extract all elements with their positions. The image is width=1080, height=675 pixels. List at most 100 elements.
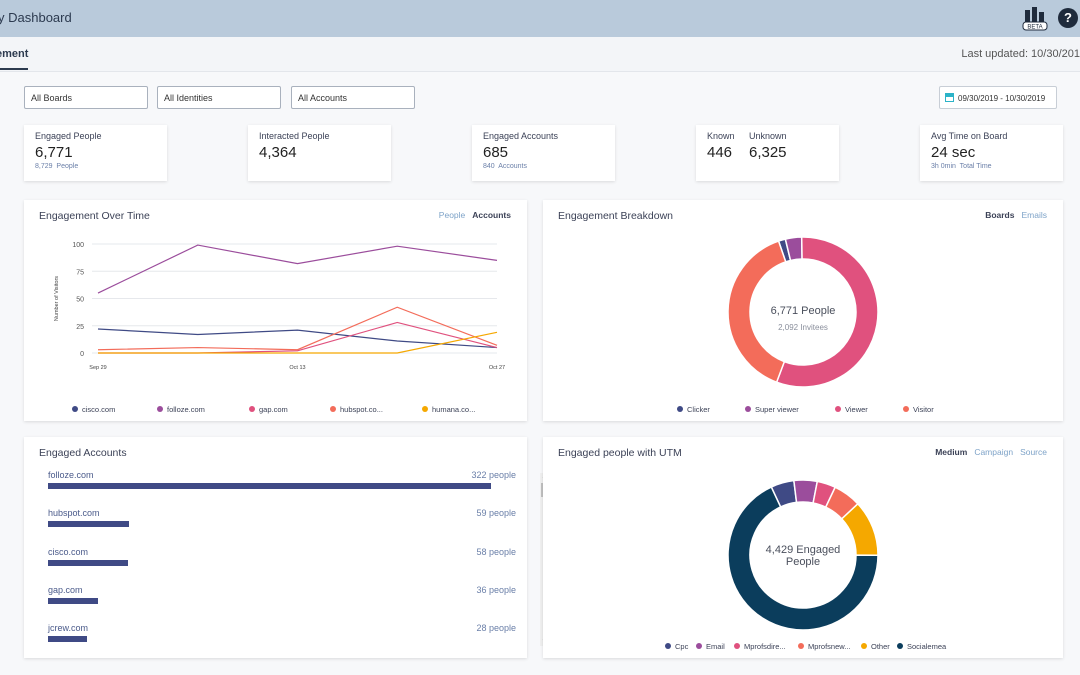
legend-dot	[861, 643, 867, 649]
identities-filter[interactable]: All Identities	[157, 86, 281, 109]
donut-center-sub: 2,092 Invitees	[778, 323, 828, 332]
panel-title: Engagement Breakdown	[558, 210, 673, 222]
account-bar	[48, 483, 491, 489]
legend-item[interactable]: Mprofsnew...	[798, 642, 851, 651]
legend-label: Email	[706, 642, 725, 651]
legend-dot	[422, 406, 428, 412]
legend-dot	[835, 406, 841, 412]
account-name[interactable]: gap.com	[48, 584, 83, 595]
legend-dot	[665, 643, 671, 649]
interacted-people-card: Interacted People 4,364	[248, 125, 391, 181]
legend-item[interactable]: Clicker	[677, 405, 710, 414]
donut-slice-viewer[interactable]	[775, 236, 879, 388]
y-tick-label: 100	[72, 242, 84, 249]
account-row[interactable]: folloze.com 322 people	[48, 470, 516, 490]
legend-dot	[72, 406, 78, 412]
account-bar	[48, 521, 130, 528]
legend-item[interactable]: Visitor	[903, 405, 934, 414]
account-row[interactable]: jcrew.com 28 people	[48, 623, 516, 643]
known-unknown-card: Known 446 Unknown 6,325	[696, 125, 839, 181]
legend-label: Super viewer	[755, 405, 799, 414]
account-count: 59 people	[476, 508, 516, 519]
tab-boards[interactable]: Boards	[985, 210, 1015, 220]
legend-item[interactable]: cisco.com	[72, 405, 115, 414]
avg-time-card: Avg Time on Board 24 sec 3h 0min Total T…	[920, 125, 1063, 181]
engaged-people-card: Engaged People 6,771 8,729 People	[24, 125, 167, 181]
legend-label: Cpc	[675, 642, 689, 651]
account-row[interactable]: hubspot.com 59 people	[48, 508, 516, 528]
utm-panel: Engaged people with UTM Medium Campaign So…	[543, 437, 1063, 658]
series-line-folloze-com	[97, 244, 498, 294]
account-count: 36 people	[476, 584, 516, 595]
legend-item[interactable]: hubspot.co...	[330, 405, 383, 414]
line-chart-legend: cisco.com folloze.com gap.com hubspot.co...…	[24, 405, 527, 417]
tab-emails[interactable]: Emails	[1021, 210, 1047, 220]
legend-item[interactable]: Cpc	[665, 642, 688, 651]
account-count: 58 people	[476, 546, 516, 557]
panel-title: Engaged people with UTM	[558, 447, 682, 459]
y-tick-label: 75	[76, 269, 84, 276]
engaged-accounts-card: Engaged Accounts 685 840 Accounts	[472, 125, 615, 181]
panel-title: Engaged Accounts	[39, 447, 127, 459]
date-range-picker[interactable]: 09/30/2019 - 10/30/2019	[939, 86, 1057, 109]
legend-dot	[157, 406, 163, 412]
legend-item[interactable]: Other	[861, 642, 890, 651]
legend-label: Mprofsdire...	[744, 642, 786, 651]
legend-item[interactable]: gap.com	[249, 405, 288, 414]
account-count: 322 people	[471, 470, 516, 480]
account-row[interactable]: gap.com 36 people	[48, 585, 516, 605]
sub-navigation: ement Last updated: 10/30/201	[0, 37, 1080, 72]
legend-item[interactable]: humana.co...	[422, 405, 475, 414]
legend-item[interactable]: Super viewer	[745, 405, 799, 414]
legend-item[interactable]: Viewer	[835, 405, 868, 414]
stat-label: Avg Time on Board	[931, 131, 1008, 141]
dashboard-title: y Dashboard	[0, 10, 72, 25]
donut-slice-socialemea[interactable]	[727, 486, 879, 631]
utm-legend: Cpc Email Mprofsdire... Mprofsnew... Other So…	[543, 642, 1063, 654]
y-tick-label: 0	[80, 351, 84, 358]
legend-dot	[677, 406, 683, 412]
beta-chart-icon[interactable]: BETA	[1022, 7, 1048, 31]
account-name[interactable]: jcrew.com	[48, 623, 89, 634]
legend-dot	[330, 406, 336, 412]
legend-item[interactable]: Mprofsdire...	[734, 642, 786, 651]
accounts-filter[interactable]: All Accounts	[291, 86, 415, 109]
beta-label: BETA	[1027, 25, 1042, 31]
account-name[interactable]: cisco.com	[48, 546, 89, 557]
legend-label: Mprofsnew...	[808, 642, 851, 651]
legend-label: cisco.com	[82, 405, 116, 414]
legend-item[interactable]: Email	[696, 642, 725, 651]
account-name[interactable]: hubspot.com	[48, 508, 100, 519]
legend-label: Viewer	[845, 405, 868, 414]
stat-sub: 8,729 People	[35, 163, 79, 170]
legend-item[interactable]: folloze.com	[157, 405, 205, 414]
tab-accounts[interactable]: Accounts	[472, 210, 511, 220]
breakdown-legend: Clicker Super viewer Viewer Visitor	[543, 405, 1063, 417]
legend-label: Visitor	[913, 405, 934, 414]
series-line-cisco-com	[97, 328, 498, 349]
panel-tabs: Medium Campaign Source	[928, 447, 1047, 457]
tab-medium[interactable]: Medium	[935, 447, 968, 457]
engagement-breakdown-donut: 6,771 People 2,092 Invitees	[727, 236, 879, 388]
y-axis-label: Number of Visitors	[54, 276, 60, 321]
series-line-hubspot-co	[97, 306, 498, 351]
boards-filter[interactable]: All Boards	[24, 86, 148, 109]
account-row[interactable]: cisco.com 58 people	[48, 547, 516, 567]
panel-tabs: Boards Emails	[978, 210, 1047, 220]
tab-campaign[interactable]: Campaign	[974, 447, 1014, 457]
account-name[interactable]: folloze.com	[48, 470, 94, 480]
help-icon[interactable]: ?	[1058, 8, 1078, 28]
stat-sub: 3h 0min Total Time	[931, 163, 992, 170]
last-updated: Last updated: 10/30/201	[961, 48, 1080, 60]
stat-label: Interacted People	[259, 131, 330, 141]
legend-dot	[903, 406, 909, 412]
known-stat: Known 446	[707, 131, 735, 161]
stat-label: Engaged Accounts	[483, 131, 559, 141]
legend-item[interactable]: Socialemea	[897, 642, 946, 651]
legend-label: Socialemea	[907, 642, 947, 651]
calendar-icon	[945, 93, 954, 102]
tab-source[interactable]: Source	[1020, 447, 1047, 457]
tab-people[interactable]: People	[438, 210, 466, 220]
tab-engagement[interactable]: ement	[0, 48, 29, 70]
donut-slice-visitor[interactable]	[727, 240, 787, 384]
